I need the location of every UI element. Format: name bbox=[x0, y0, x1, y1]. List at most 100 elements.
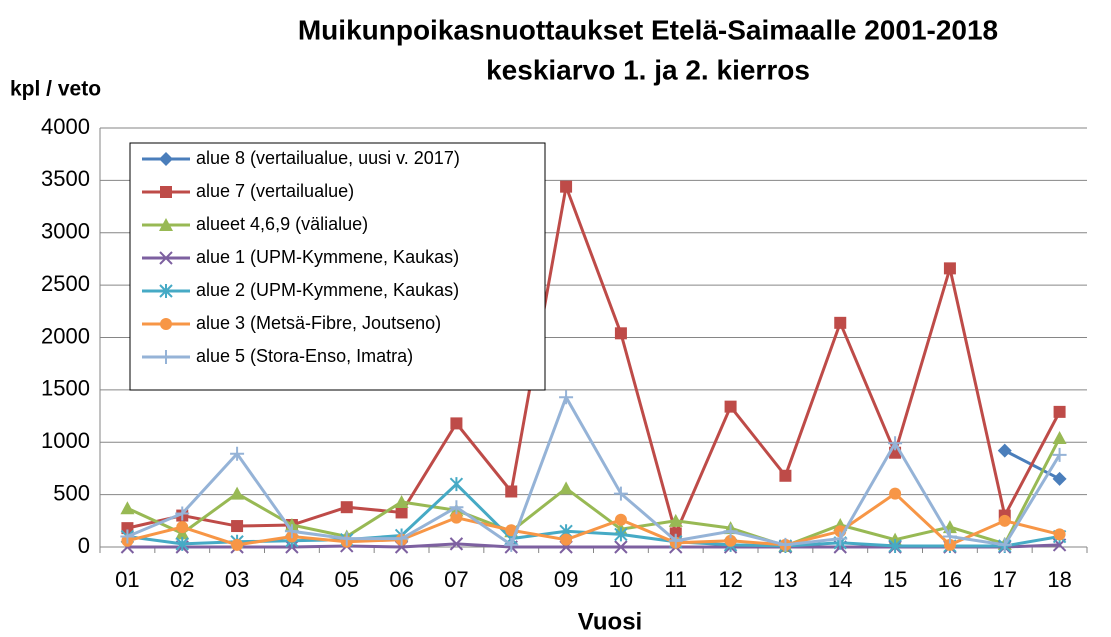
marker bbox=[723, 524, 738, 539]
marker bbox=[159, 152, 173, 166]
marker bbox=[943, 538, 956, 551]
marker bbox=[160, 318, 172, 330]
x-tick-label: 14 bbox=[828, 567, 852, 592]
y-tick-label: 1000 bbox=[41, 428, 90, 453]
marker bbox=[159, 218, 173, 231]
marker bbox=[1053, 405, 1066, 418]
marker bbox=[505, 485, 518, 498]
marker bbox=[724, 534, 737, 547]
marker bbox=[997, 443, 1012, 458]
marker bbox=[943, 262, 956, 275]
y-axis-label: kpl / veto bbox=[10, 78, 101, 101]
marker bbox=[230, 486, 245, 500]
series-line bbox=[126, 393, 1061, 548]
x-tick-label: 06 bbox=[389, 567, 413, 592]
marker bbox=[449, 537, 464, 551]
marker bbox=[231, 538, 244, 551]
series-line bbox=[127, 181, 1061, 538]
marker bbox=[1052, 431, 1067, 445]
chart-subtitle: keskiarvo 1. ja 2. kierros bbox=[486, 54, 810, 85]
y-tick-label: 2500 bbox=[41, 271, 90, 296]
legend-label: alue 5 (Stora-Enso, Imatra) bbox=[196, 346, 413, 366]
marker bbox=[450, 511, 463, 524]
marker bbox=[614, 327, 627, 340]
marker bbox=[613, 486, 628, 501]
legend-box bbox=[129, 142, 546, 391]
marker bbox=[394, 494, 409, 508]
marker bbox=[560, 533, 573, 546]
marker bbox=[942, 529, 957, 544]
marker bbox=[559, 390, 574, 405]
y-tick-label: 3500 bbox=[41, 166, 90, 191]
x-axis-label: Vuosi bbox=[578, 608, 642, 635]
x-tick-label: 03 bbox=[225, 567, 249, 592]
marker bbox=[889, 487, 902, 500]
x-tick-label: 05 bbox=[335, 567, 359, 592]
marker bbox=[614, 527, 628, 542]
marker bbox=[559, 481, 574, 495]
marker bbox=[614, 540, 628, 554]
marker bbox=[159, 284, 173, 298]
marker bbox=[450, 417, 463, 430]
x-tick-label: 04 bbox=[280, 567, 304, 592]
x-tick-label: 13 bbox=[773, 567, 797, 592]
marker bbox=[449, 500, 464, 515]
marker bbox=[778, 537, 793, 552]
marker bbox=[833, 531, 848, 546]
marker bbox=[120, 501, 135, 515]
marker bbox=[888, 538, 902, 553]
marker bbox=[339, 531, 354, 546]
marker bbox=[449, 477, 464, 492]
legend-label: alueet 4,6,9 (välialue) bbox=[196, 214, 368, 234]
y-tick-label: 4000 bbox=[41, 114, 90, 139]
legend-label: alue 3 (Metsä-Fibre, Joutseno) bbox=[196, 313, 441, 333]
marker bbox=[1053, 528, 1066, 541]
marker bbox=[231, 520, 244, 533]
marker bbox=[614, 513, 627, 526]
x-tick-label: 07 bbox=[444, 567, 468, 592]
marker bbox=[668, 513, 683, 527]
chart-title: Muikunpoikasnuottaukset Etelä-Saimaalle … bbox=[298, 14, 998, 45]
series-line bbox=[127, 482, 1060, 548]
x-tick-label: 17 bbox=[993, 567, 1017, 592]
marker bbox=[888, 436, 903, 451]
x-tick-label: 12 bbox=[718, 567, 742, 592]
marker bbox=[176, 521, 189, 534]
marker bbox=[284, 524, 299, 539]
marker bbox=[175, 506, 190, 521]
x-tick-label: 02 bbox=[170, 567, 194, 592]
y-tick-label: 2000 bbox=[41, 323, 90, 348]
legend-label: alue 8 (vertailualue, uusi v. 2017) bbox=[196, 148, 460, 168]
marker bbox=[394, 531, 409, 546]
legend-label: alue 7 (vertailualue) bbox=[196, 181, 354, 201]
x-tick-label: 09 bbox=[554, 567, 578, 592]
x-tick-label: 11 bbox=[664, 567, 687, 592]
y-tick-label: 500 bbox=[53, 480, 90, 505]
series-line bbox=[127, 491, 1060, 547]
marker bbox=[230, 446, 245, 461]
marker bbox=[340, 501, 353, 514]
marker bbox=[121, 522, 134, 535]
x-tick-label: 10 bbox=[609, 567, 633, 592]
marker bbox=[779, 469, 792, 482]
marker bbox=[175, 536, 189, 551]
marker bbox=[724, 400, 737, 413]
y-tick-label: 0 bbox=[78, 533, 90, 558]
marker bbox=[834, 316, 847, 329]
x-tick-label: 01 bbox=[115, 567, 139, 592]
marker bbox=[1052, 447, 1067, 462]
marker bbox=[668, 533, 683, 548]
y-tick-label: 1500 bbox=[41, 376, 90, 401]
marker bbox=[998, 514, 1011, 527]
legend-label: alue 1 (UPM-Kymmene, Kaukas) bbox=[196, 247, 459, 267]
marker bbox=[159, 251, 173, 265]
marker bbox=[159, 350, 173, 364]
marker bbox=[560, 180, 573, 193]
y-tick-label: 3000 bbox=[41, 219, 90, 244]
x-tick-label: 15 bbox=[883, 567, 907, 592]
marker bbox=[395, 506, 408, 519]
marker bbox=[504, 537, 519, 552]
x-tick-label: 18 bbox=[1047, 567, 1071, 592]
x-tick-label: 16 bbox=[938, 567, 962, 592]
